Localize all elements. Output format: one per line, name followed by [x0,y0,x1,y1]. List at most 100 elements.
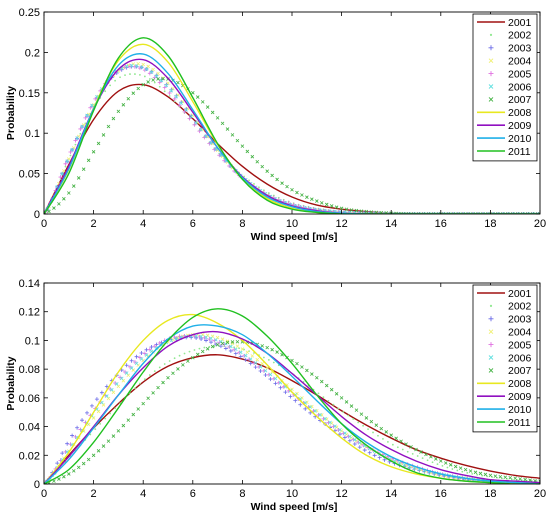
data-point [315,375,319,380]
data-point [431,461,434,464]
data-point [352,441,357,446]
data-point [295,190,299,195]
x-tick-label: 16 [435,488,447,500]
data-point [141,82,145,87]
data-point [424,452,428,457]
data-point [134,354,139,359]
y-tick-label: 0.02 [19,450,40,462]
data-point [67,472,71,476]
legend-swatch-2003 [488,45,494,51]
data-point [100,400,104,405]
data-point [204,335,208,340]
y-axis-label: Probability [5,86,17,140]
data-point [478,212,483,214]
data-point [111,116,116,121]
data-point [461,470,464,473]
legend-label-2004: 2004 [508,327,532,339]
data-point [70,433,75,438]
legend-swatch-2006 [488,84,494,89]
data-point [71,184,76,188]
legend-swatch-2007 [488,97,494,102]
data-point [134,73,136,75]
data-point [215,335,220,340]
data-point [324,202,329,207]
data-point [230,133,235,137]
data-point [111,434,116,438]
legend-label-2002: 2002 [508,30,532,42]
series-2010 [44,324,540,484]
data-point [424,212,428,214]
y-axis-label: Probability [5,356,17,410]
data-point [148,78,151,80]
data-point [267,359,270,361]
data-point [303,406,308,411]
data-point [171,371,175,376]
data-point [96,141,101,146]
data-point [225,339,230,343]
data-point [114,79,117,82]
data-point [528,212,532,214]
data-point [126,418,131,422]
data-point [85,113,89,118]
data-point [240,347,245,351]
data-point [162,85,167,90]
data-point [188,350,191,353]
x-tick-label: 12 [335,488,347,500]
data-point [389,433,393,437]
legend-box [472,13,538,162]
data-point [62,169,66,173]
data-point [210,344,215,349]
data-point [144,67,149,71]
data-point [230,340,235,344]
data-point [105,394,109,398]
data-point [528,478,532,482]
x-tick-label: 4 [140,488,146,500]
data-point [362,424,365,427]
data-point [476,473,479,476]
data-point [99,390,104,395]
legend-label-2011: 2011 [508,417,531,429]
data-point [220,337,225,341]
data-point [172,335,177,340]
legend-swatch-2007 [488,368,494,373]
data-point [177,103,182,108]
legend-label-2008: 2008 [508,378,532,390]
data-point [169,338,174,343]
data-point [124,363,129,368]
data-point [343,431,347,435]
data-point [456,469,459,472]
data-point [178,354,181,357]
data-point [439,459,443,463]
data-point [342,411,345,413]
data-point [57,202,61,206]
data-point [137,355,142,360]
y-tick-label: 0.15 [19,88,40,100]
data-point [359,412,364,416]
data-point [101,444,106,448]
data-point [146,396,150,401]
data-point [101,403,106,407]
data-point [60,172,64,176]
y-tick-label: 0 [34,209,40,221]
data-point [124,371,129,375]
data-point [75,136,79,140]
data-point [300,193,304,197]
data-point [157,340,162,345]
data-point [367,428,369,431]
data-point [151,391,155,395]
data-point [298,402,303,407]
data-point [60,451,65,456]
data-point [310,372,314,376]
data-point [329,204,334,208]
y-tick-label: 0.12 [19,307,40,319]
data-point [334,392,339,396]
data-point [173,100,176,103]
data-point [223,346,228,351]
data-point [171,337,175,342]
data-point [243,353,248,358]
data-point [183,352,186,355]
data-point [131,412,136,417]
data-point [104,384,109,389]
data-point [391,443,394,446]
data-point [305,195,309,199]
